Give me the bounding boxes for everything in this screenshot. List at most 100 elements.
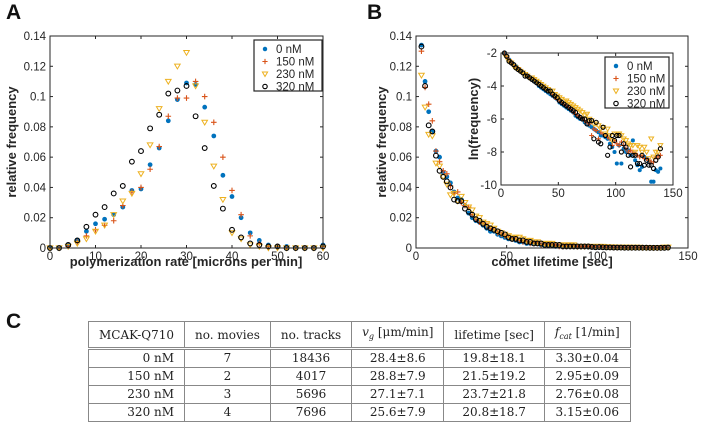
cell-movies: 7 bbox=[184, 348, 271, 368]
chart-b-point bbox=[454, 189, 461, 195]
chart-b-inset-point bbox=[595, 123, 602, 129]
chart-b-inset-point bbox=[644, 157, 650, 163]
chart-a-point bbox=[238, 211, 244, 218]
chart-b-point bbox=[425, 101, 432, 107]
chart-a-xtick-label: 60 bbox=[317, 251, 330, 263]
chart-b-inset-point bbox=[627, 164, 634, 170]
chart-b-inset-point bbox=[658, 166, 663, 171]
chart-b-inset-point bbox=[618, 149, 624, 155]
chart-b-inset-point bbox=[605, 152, 611, 158]
header-vg-symbol: v bbox=[362, 325, 369, 339]
cell-vg: 28.4±8.6 bbox=[351, 348, 445, 368]
chart-a-point bbox=[83, 223, 90, 230]
chart-b-inset-point bbox=[637, 160, 643, 167]
chart-a-point bbox=[211, 119, 217, 126]
chart-b-point bbox=[436, 167, 443, 174]
chart-b-point bbox=[509, 235, 516, 242]
chart-b-inset-point bbox=[522, 73, 528, 79]
chart-a-point bbox=[220, 154, 226, 160]
chart-a-point bbox=[274, 243, 281, 250]
chart-a-point bbox=[183, 83, 190, 89]
chart-a-point bbox=[147, 166, 153, 173]
chart-b-inset-point bbox=[638, 149, 646, 156]
chart-b-inset-xtick-label: 100 bbox=[606, 188, 625, 200]
chart-b-inset-point bbox=[611, 137, 618, 144]
chart-b-inset-point bbox=[583, 111, 591, 118]
chart-b-ylabel: relative frequency bbox=[374, 86, 389, 198]
chart-a-point bbox=[210, 163, 218, 170]
chart-b-point bbox=[426, 109, 432, 115]
chart-a-xtick-label: 0 bbox=[47, 251, 53, 263]
chart-a-point bbox=[173, 63, 182, 70]
chart-b-inset-point bbox=[643, 149, 650, 156]
chart-b-inset-legend-marker bbox=[613, 100, 619, 107]
cell-lifetime: 23.7±21.8 bbox=[443, 385, 545, 404]
chart-b-xlabel: comet lifetime [sec] bbox=[491, 254, 612, 269]
chart-b-inset-ylabel: ln(frequency) bbox=[466, 78, 481, 160]
chart-a-point bbox=[256, 242, 263, 248]
chart-b-point bbox=[454, 198, 461, 204]
chart-b-inset-point bbox=[623, 144, 629, 150]
chart-a-point bbox=[174, 95, 181, 101]
chart-b-point bbox=[444, 171, 450, 177]
chart-a-point bbox=[192, 78, 199, 85]
cell-movies: 2 bbox=[184, 367, 271, 386]
results-table: MCAK-Q710 no. movies no. tracks vg [μm/m… bbox=[87, 321, 631, 422]
header-vg-unit: [μm/min] bbox=[374, 325, 434, 339]
chart-a-point bbox=[165, 118, 171, 124]
chart-a: polymerization rate [microns per min] re… bbox=[4, 31, 329, 269]
chart-a-ytick-label: 0.1 bbox=[30, 92, 46, 104]
chart-b-point bbox=[603, 244, 610, 251]
chart-b-inset-point bbox=[612, 149, 617, 155]
table-row: 320 nM 4 7696 25.6±7.9 20.8±18.7 3.15±0.… bbox=[87, 403, 631, 422]
chart-b-point bbox=[429, 128, 436, 135]
chart-b-point bbox=[523, 239, 530, 245]
chart-b-inset-point bbox=[650, 154, 657, 161]
chart-b-xtick-label: 150 bbox=[678, 251, 697, 263]
cell-movies: 3 bbox=[184, 385, 271, 404]
chart-b-point bbox=[440, 173, 447, 180]
header-condition: MCAK-Q710 bbox=[87, 321, 186, 349]
chart-b-ytick-label: 0.06 bbox=[390, 152, 412, 164]
chart-a-point bbox=[164, 78, 172, 86]
chart-a-ylabel: relative frequency bbox=[4, 86, 19, 198]
chart-a-point bbox=[146, 142, 154, 149]
chart-a-point bbox=[202, 104, 208, 110]
chart-b-inset-marks bbox=[501, 50, 664, 184]
chart-a-point bbox=[110, 190, 117, 197]
chart-b-inset-point bbox=[598, 141, 604, 147]
chart-a-point bbox=[93, 221, 98, 227]
chart-b-frame bbox=[415, 35, 689, 249]
chart-b-point bbox=[541, 242, 548, 248]
chart-b-inset: ln(frequency) 0 50 100 150 -10 -8 -6 -4 -2 0 nM1… bbox=[466, 48, 683, 200]
cell-fcat: 3.30±0.04 bbox=[543, 348, 631, 368]
chart-b-inset-point bbox=[593, 119, 599, 125]
chart-b-inset-point bbox=[618, 133, 625, 139]
chart-b-point bbox=[476, 217, 483, 224]
chart-b-point bbox=[429, 118, 436, 124]
chart-b-point bbox=[559, 243, 566, 250]
cell-fcat: 2.95±0.09 bbox=[543, 367, 631, 386]
figure-charts: polymerization rate [microns per min] re… bbox=[4, 31, 698, 269]
chart-a-point bbox=[229, 226, 235, 233]
cell-tracks: 18436 bbox=[269, 348, 353, 368]
chart-a-xtick-label: 20 bbox=[135, 251, 148, 263]
chart-b-inset-frame bbox=[500, 52, 674, 186]
chart-a-point bbox=[192, 113, 199, 120]
chart-a-point bbox=[101, 204, 108, 211]
chart-b-inset-point bbox=[655, 154, 661, 160]
chart-b-point bbox=[530, 240, 537, 247]
chart-a-point bbox=[119, 198, 127, 205]
chart-b-inset-point bbox=[549, 88, 556, 95]
chart-b-inset-point bbox=[637, 168, 642, 173]
chart-b-point bbox=[501, 231, 508, 238]
panel-label-c: C bbox=[6, 310, 22, 333]
chart-b-inset-point bbox=[572, 109, 579, 115]
chart-a-point bbox=[137, 171, 145, 178]
chart-a-point bbox=[182, 50, 191, 57]
chart-a-point bbox=[247, 233, 253, 239]
chart-b-ytick-label: 0.14 bbox=[390, 31, 413, 43]
cell-condition: 150 nM bbox=[87, 367, 186, 386]
chart-a-point bbox=[238, 215, 244, 221]
